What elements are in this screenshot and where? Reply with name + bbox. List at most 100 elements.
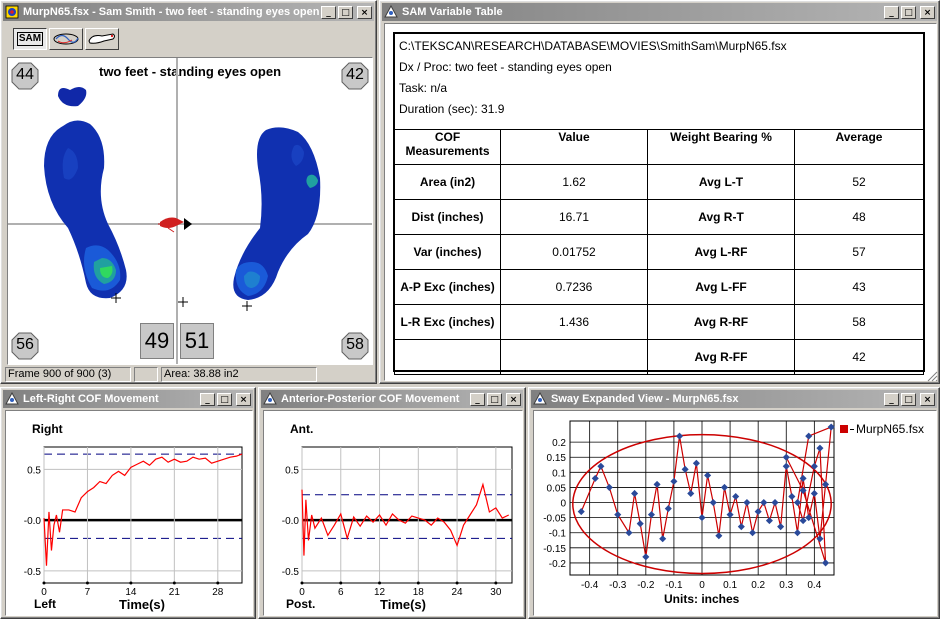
dx-proc: Dx / Proc: two feet - standing eyes open [399,60,612,74]
plot-frame [301,446,513,584]
sam-variable-table: COF Measurements Value Weight Bearing % … [394,129,924,375]
average-cell: 58 [794,304,924,340]
area-status: Area: 38.88 in2 [161,367,317,382]
x-tick-label: 21 [169,587,181,598]
sam-label: SAM [16,32,44,46]
minimize-button[interactable]: _ [884,5,899,19]
value-cell: 0.01752 [500,234,648,270]
sway-toolbar-button[interactable] [49,28,83,50]
x-tick-label: 0.4 [807,580,821,591]
x-tick-label: 7 [85,587,91,598]
value-cell: 1.62 [500,164,648,200]
minimize-button[interactable]: _ [470,392,485,406]
weight-bearing-cell: Avg R-RF [647,304,795,340]
sam-table-area: C:\TEKSCAN\RESEARCH\DATABASE\MOVIES\Smit… [384,23,937,381]
sway-point [614,511,622,519]
x-tick-mark [494,581,498,585]
sway-point [799,474,807,482]
lr-xlabel: Time(s) [119,597,165,612]
minimize-button[interactable]: _ [884,392,899,406]
lr-chart-area: 0.5 -0.0 -0.5 0 7 14 21 28 Right Left Time(s) [5,410,253,616]
sway-path [580,426,832,564]
weight-bearing-cell: Avg L-T [647,164,795,200]
window-title: Anterior-Posterior COF Movement [281,393,460,405]
table-row: L-R Exc (inches) 1.436 Avg R-RF 58 [394,304,924,340]
weight-bearing-cell: Avg L-FF [647,269,795,305]
close-button[interactable]: × [357,5,372,19]
ap-top-label: Ant. [290,422,314,436]
sam-window-titlebar[interactable]: SAM Variable Table _ □ × [382,3,937,21]
maximize-button[interactable]: □ [901,392,916,406]
value-cell: 16.71 [500,199,648,235]
sway-point [822,559,830,567]
centroid-markers [111,293,252,311]
close-button[interactable]: × [920,392,935,406]
sway-point [605,483,613,491]
resize-grip-icon[interactable] [926,370,938,382]
sam-table-window[interactable]: SAM Variable Table _ □ × C:\TEKSCAN\RESE… [379,0,940,384]
maximize-button[interactable]: □ [901,5,916,19]
x-tick-label: -0.3 [609,580,627,591]
pressure-canvas[interactable]: two feet - standing eyes open [7,57,373,365]
foot-toolbar-button[interactable] [85,28,119,50]
weight-bearing-cell: Avg R-FF [647,339,795,375]
octagon-badge [341,62,369,90]
close-button[interactable]: × [236,392,251,406]
sway-legend: MurpN65.fsx [840,422,924,436]
table-header-row: COF Measurements Value Weight Bearing % … [394,129,924,165]
column-header: COF Measurements [394,129,501,165]
y-tick-label: 0.05 [547,483,567,494]
value-cell: 0.7236 [500,269,648,305]
pressure-window-titlebar[interactable]: MurpN65.fsx - Sam Smith - two feet - sta… [3,3,374,21]
weight-bearing-cell: Avg R-T [647,199,795,235]
pressure-map [8,58,372,364]
y-tick-label: 0.15 [547,453,567,464]
average-cell: 52 [794,164,924,200]
chart-window-icon [263,392,277,405]
ap-cof-window[interactable]: Anterior-Posterior COF Movement _ □ × 0.… [258,387,526,619]
corner-number-bottom-right: 58 [341,332,369,360]
task: Task: n/a [399,81,448,95]
average-cell: 42 [794,339,924,375]
sam-table-frame: C:\TEKSCAN\RESEARCH\DATABASE\MOVIES\Smit… [393,32,925,375]
column-header: Weight Bearing % [647,129,795,165]
sway-point [720,483,729,491]
file-path: C:\TEKSCAN\RESEARCH\DATABASE\MOVIES\Smit… [399,39,787,53]
window-title: Sway Expanded View - MurpN65.fsx [551,393,739,405]
y-tick-label: -0.0 [282,516,300,527]
measure-cell: L-R Exc (inches) [394,304,501,340]
x-tick-label: 0.1 [723,580,737,591]
sway-window[interactable]: Sway Expanded View - MurpN65.fsx _ □ × -… [528,387,940,619]
table-row: Avg R-FF 42 [394,339,924,375]
close-button[interactable]: × [506,392,521,406]
right-foot-pressure [233,127,321,300]
sam-toolbar-button[interactable]: SAM [13,28,47,50]
minimize-button[interactable]: _ [321,5,336,19]
sway-chart: -0.4 -0.3 -0.2 -0.1 0 0.1 0.2 0.3 0.4 0.2 0.15 0.1 0… [543,420,835,591]
lr-window-titlebar[interactable]: Left-Right COF Movement _ □ × [3,390,253,408]
lr-cof-window[interactable]: Left-Right COF Movement _ □ × 0.5 -0.0 -0.… [0,387,256,619]
average-cell: 48 [794,199,924,235]
y-tick-label: 0.2 [552,438,566,449]
x-tick-label: 12 [374,587,386,598]
value-cell: 1.436 [500,304,648,340]
sway-point [760,498,768,507]
sway-point [698,514,706,522]
x-tick-label: -0.1 [665,580,683,591]
canvas-title: two feet - standing eyes open [98,64,282,79]
x-tick-mark [300,581,304,585]
y-tick-label: -0.5 [282,567,300,578]
foot-outline-icon [88,33,115,44]
cof-marker-icon [158,217,192,233]
octagon-badge [11,62,39,90]
y-tick-label: -0.2 [549,559,567,570]
maximize-button[interactable]: □ [487,392,502,406]
minimize-button[interactable]: _ [200,392,215,406]
sway-window-titlebar[interactable]: Sway Expanded View - MurpN65.fsx _ □ × [531,390,937,408]
close-button[interactable]: × [920,5,935,19]
lr-top-label: Right [32,422,63,436]
maximize-button[interactable]: □ [217,392,232,406]
ap-window-titlebar[interactable]: Anterior-Posterior COF Movement _ □ × [261,390,523,408]
pressure-window[interactable]: MurpN65.fsx - Sam Smith - two feet - sta… [0,0,377,384]
maximize-button[interactable]: □ [338,5,353,19]
